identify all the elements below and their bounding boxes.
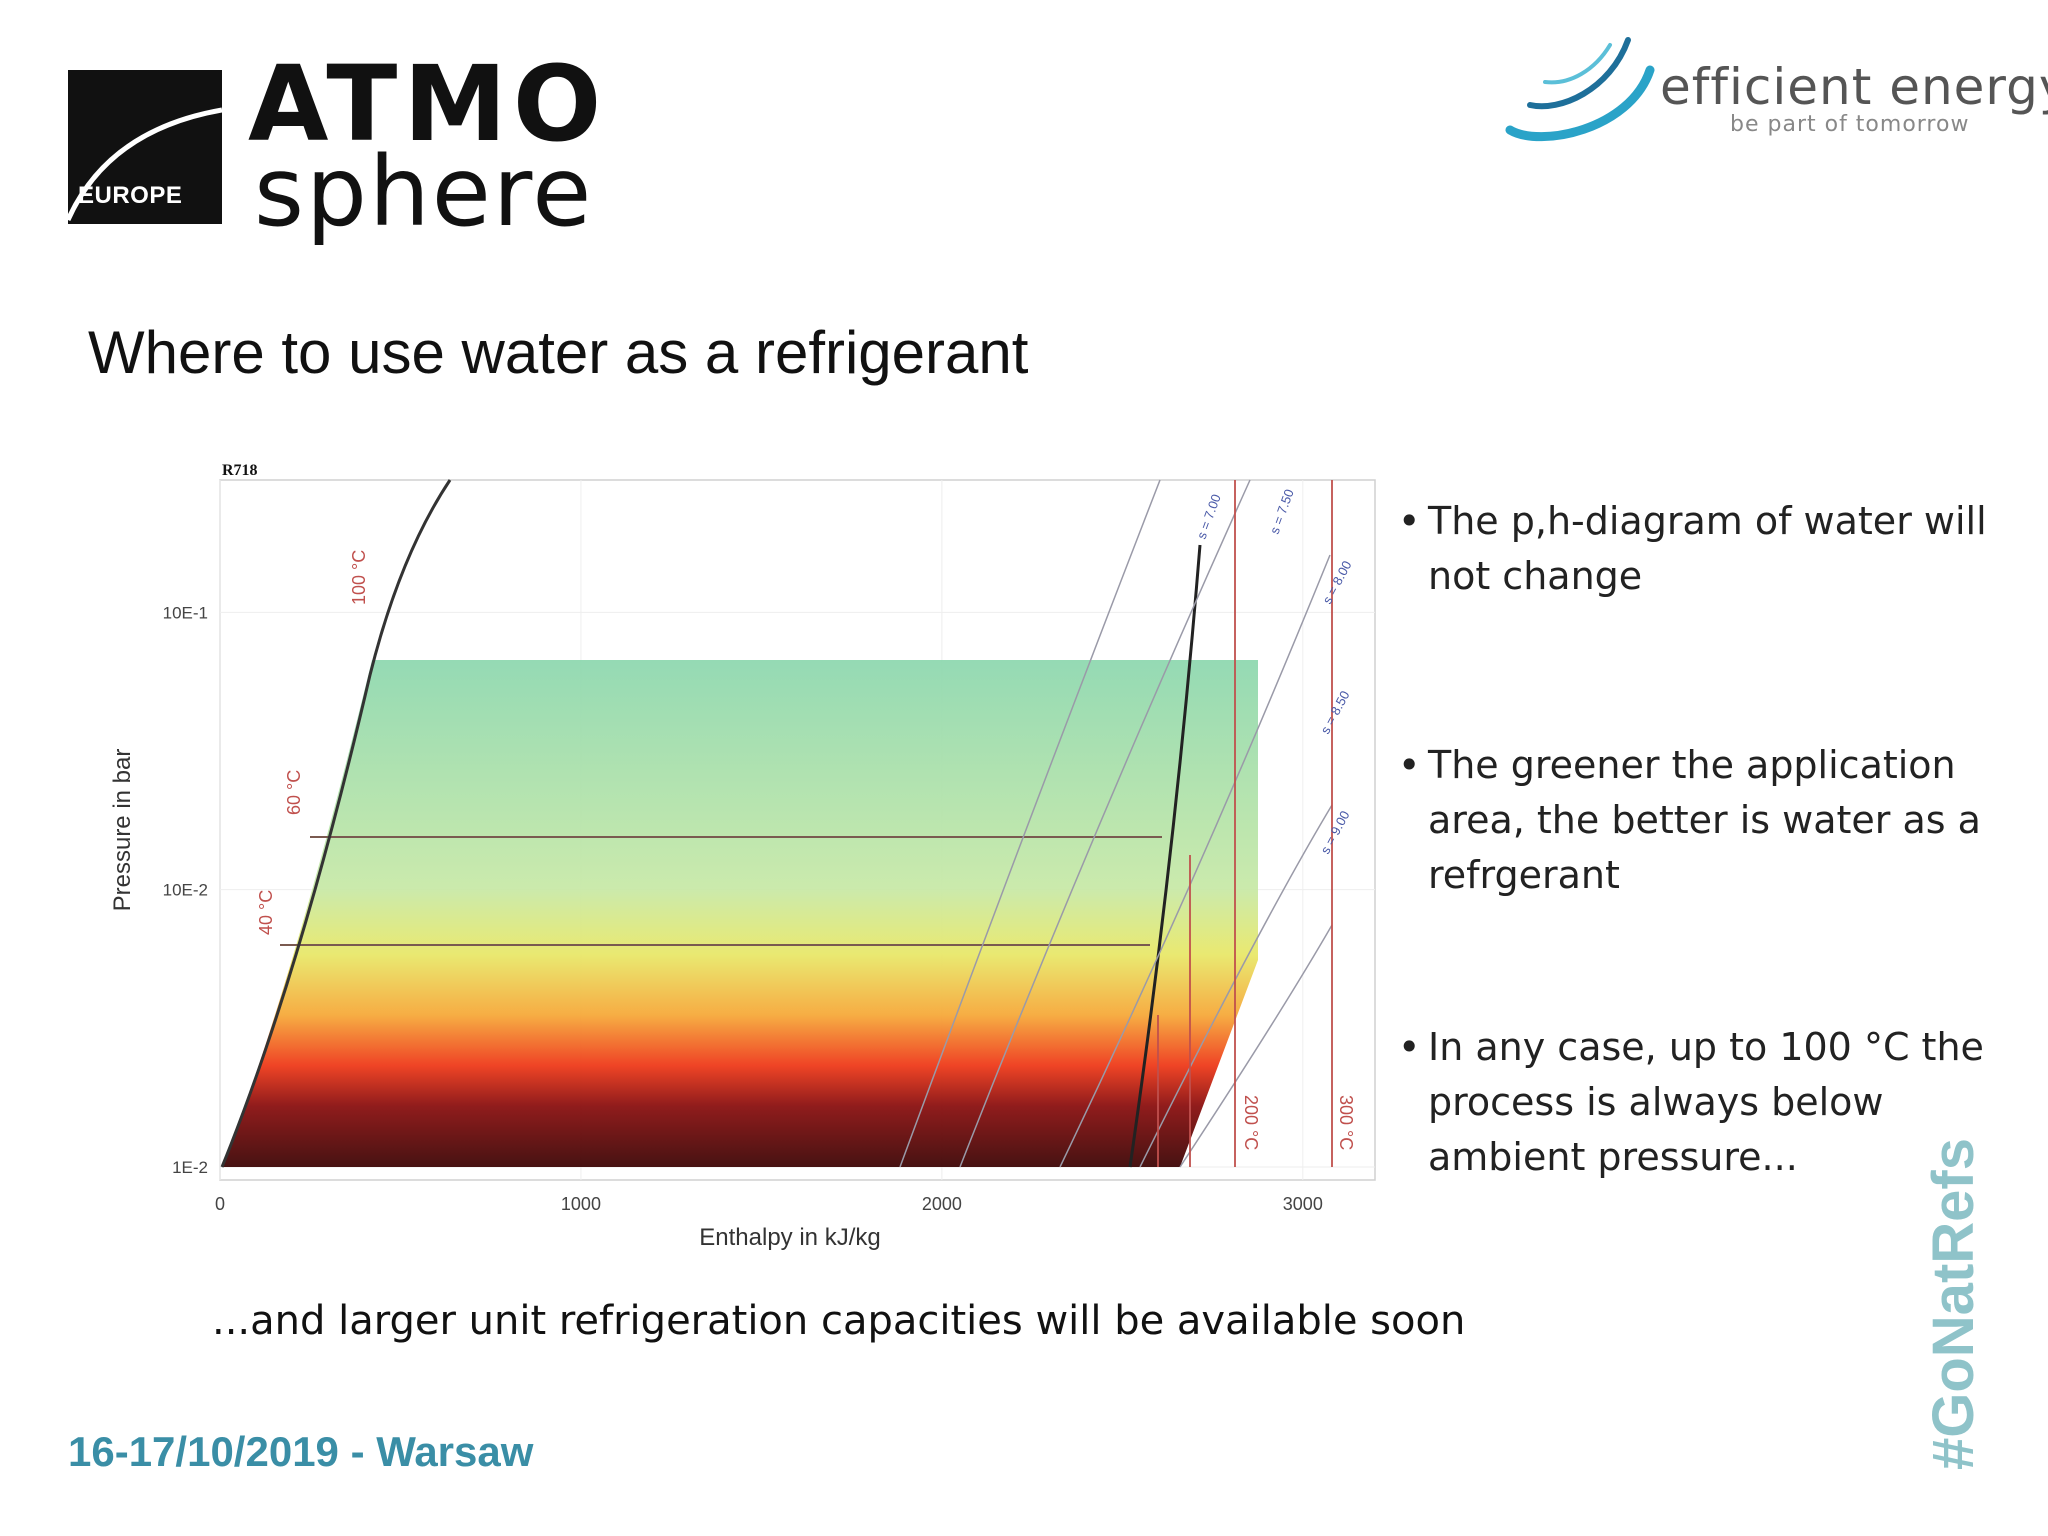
bullet-item: The p,h-diagram of water will not change	[1398, 494, 2028, 604]
atmosphere-logo: EUROPE ATMO sphere	[68, 52, 601, 262]
x-tick-label: 0	[215, 1194, 225, 1214]
x-axis-label: Enthalpy in kJ/kg	[699, 1224, 880, 1251]
application-area	[222, 660, 1258, 1167]
page-title: Where to use water as a refrigerant	[88, 319, 1029, 386]
y-axis-label: Pressure in bar	[109, 749, 136, 912]
x-tick-labels: 0 1000 2000 3000	[215, 1194, 1323, 1214]
refrigerant-label: R718	[222, 462, 258, 479]
isotherm-label-60c: 60 °C	[284, 770, 304, 815]
swoosh-icon	[68, 107, 222, 222]
footnote: ...and larger unit refrigeration capacit…	[212, 1298, 1466, 1344]
bullet-item: In any case, up to 100 °C the process is…	[1398, 1020, 2028, 1185]
isotherm-label-300c: 300 °C	[1336, 1095, 1356, 1150]
isotherm-label-200c: 200 °C	[1241, 1095, 1261, 1150]
atmosphere-wordmark-bottom: sphere	[254, 136, 594, 248]
y-tick-label: 10E-1	[163, 603, 208, 622]
event-date: 16-17/10/2019 - Warsaw	[68, 1428, 534, 1475]
y-tick-label: 10E-2	[163, 881, 208, 900]
bullet-item: The greener the application area, the be…	[1398, 738, 2028, 903]
energy-swirl-icon	[1505, 37, 1655, 142]
y-tick-labels: 1E-2 10E-2 10E-1	[163, 603, 208, 1177]
ph-diagram-chart: R718 100 °C 60 °C 40 °C 200 °C 300 °C s …	[109, 462, 1376, 1251]
isotherm-label-100c: 100 °C	[349, 550, 369, 605]
x-tick-label: 1000	[561, 1194, 601, 1214]
y-tick-label: 1E-2	[172, 1158, 208, 1177]
saturated-vapour-line	[1128, 544, 1202, 1168]
atmosphere-wordmark-top: ATMO	[248, 43, 608, 165]
partner-tagline: be part of tomorrow	[1730, 112, 1970, 137]
partner-name: efficient energy	[1660, 58, 2048, 116]
isentrope-lines	[899, 479, 1333, 1168]
efficient-energy-logo: efficient energy be part of tomorrow	[1500, 30, 2048, 150]
isotherm-label-40c: 40 °C	[256, 890, 276, 935]
x-tick-label: 3000	[1283, 1194, 1323, 1214]
atmosphere-region: EUROPE	[78, 182, 183, 209]
saturated-liquid-line	[220, 479, 452, 1168]
x-tick-label: 2000	[922, 1194, 962, 1214]
hashtag: #GoNatRefs	[1921, 1138, 1986, 1470]
atmosphere-logo-mark: EUROPE	[68, 70, 222, 224]
isotherm-lines	[1157, 480, 1333, 1167]
